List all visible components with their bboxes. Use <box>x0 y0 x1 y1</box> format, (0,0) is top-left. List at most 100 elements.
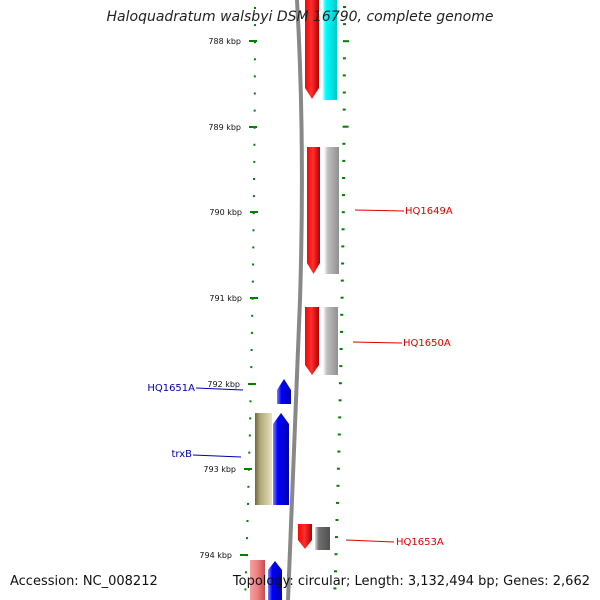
gene-label-trxb[interactable]: trxB <box>171 449 192 460</box>
gene-darkgray-hq1653a[interactable] <box>315 527 330 550</box>
scale-minor-tick <box>254 7 256 9</box>
scale-minor-tick <box>253 178 256 180</box>
outer-ring-tick <box>333 587 337 590</box>
gene-gray-hq1649a[interactable] <box>324 147 339 274</box>
outer-ring-tick <box>334 553 338 556</box>
outer-ring-tick <box>341 245 345 248</box>
scale-minor-tick <box>253 160 256 163</box>
gene-olive-trxb[interactable] <box>255 413 272 505</box>
homolog-bars <box>315 0 339 550</box>
gene-red-hq1649a[interactable] <box>307 147 320 274</box>
outer-ring-tick <box>343 6 346 8</box>
outer-ring-tick <box>335 519 339 521</box>
scale-minor-tick <box>246 537 248 540</box>
gene-blue-bottom[interactable] <box>268 561 282 600</box>
scale-minor-tick <box>250 366 253 369</box>
gene-red-top[interactable] <box>305 0 319 99</box>
gene-gray-hq1650a[interactable] <box>323 307 338 375</box>
scale-minor-tick <box>252 195 255 198</box>
scale-minor-tick <box>253 58 256 61</box>
outer-ring-tick <box>342 177 346 179</box>
scale-label-792: 792 kbp <box>207 380 240 389</box>
gene-red-hq1653a[interactable] <box>298 524 312 549</box>
scale-minor-tick <box>250 349 253 351</box>
scale-minor-tick <box>249 417 252 420</box>
leader-trxb <box>192 454 242 458</box>
gene-blue-trxb[interactable] <box>273 413 289 505</box>
outer-ring-tick <box>341 262 345 265</box>
outer-ring-tick <box>343 40 349 43</box>
outer-ring-tick <box>337 450 341 453</box>
outer-ring-tick <box>340 279 344 282</box>
outer-ring-tick <box>342 57 346 60</box>
scale-minor-tick <box>244 571 247 574</box>
scale-label-793: 793 kbp <box>203 465 236 474</box>
outer-ring-tick <box>342 194 345 197</box>
outer-ring-tick <box>342 74 346 77</box>
gene-blue-hq1651a[interactable] <box>277 379 291 404</box>
outer-ring-tick <box>338 382 342 385</box>
scale-minor-tick <box>253 92 256 95</box>
scale-minor-tick <box>250 331 253 334</box>
outer-ring-tick <box>336 467 340 470</box>
outer-ring-tick <box>342 142 346 145</box>
scale-minor-tick <box>253 109 256 112</box>
scale-minor-tick <box>252 246 255 249</box>
outer-ring-tick <box>334 570 337 573</box>
outer-ring-tick <box>342 125 349 128</box>
gene-label-hq1649a[interactable]: HQ1649A <box>405 206 453 217</box>
gene-labels: HQ1649A HQ1650A HQ1651A trxB HQ1653A <box>147 206 453 548</box>
outer-ring-tick <box>342 159 346 162</box>
outer-ring-tick <box>342 91 346 94</box>
outer-ring-ticks <box>333 6 349 590</box>
scale-minor-tick <box>247 485 250 488</box>
scale-label-790: 790 kbp <box>209 208 242 217</box>
scale-minor-tick <box>251 314 254 317</box>
scale-minor-ticks <box>244 7 256 591</box>
leader-hq1649a <box>354 209 405 212</box>
scale-minor-tick <box>251 280 254 283</box>
scale-minor-tick <box>254 41 256 44</box>
scale-minor-tick <box>253 75 256 78</box>
outer-ring-tick <box>339 365 343 368</box>
scale-minor-tick <box>249 400 252 403</box>
gene-label-hq1651a[interactable]: HQ1651A <box>147 383 195 394</box>
leader-hq1653a <box>345 539 395 543</box>
genome-summary-text: Topology: circular; Length: 3,132,494 bp… <box>232 574 590 589</box>
gene-red-hq1650a[interactable] <box>305 307 319 375</box>
gene-cyan-top[interactable] <box>322 0 337 100</box>
gene-label-hq1653a[interactable]: HQ1653A <box>396 537 444 548</box>
gene-label-hq1650a[interactable]: HQ1650A <box>403 338 451 349</box>
scale-minor-tick <box>253 143 256 146</box>
scale-minor-tick <box>247 502 249 505</box>
forward-strand-genes <box>298 0 320 549</box>
scale-ticks: 788 kbp 789 kbp 790 kbp 791 kbp 792 kbp … <box>199 37 258 560</box>
outer-ring-tick <box>341 211 345 214</box>
outer-ring-tick <box>338 416 342 419</box>
scale-minor-tick <box>246 520 249 522</box>
accession-text: Accession: NC_008212 <box>10 574 158 589</box>
scale-label-794: 794 kbp <box>199 551 232 560</box>
outer-ring-tick <box>336 484 340 487</box>
scale-minor-tick <box>252 212 255 215</box>
reverse-strand-genes <box>250 379 291 600</box>
scale-minor-tick <box>254 24 256 27</box>
outer-ring-tick <box>336 501 339 504</box>
map-title: Haloquadratum walsbyi DSM 16790, complet… <box>106 9 494 25</box>
scale-minor-tick <box>252 229 255 232</box>
leader-hq1650a <box>352 341 403 344</box>
scale-label-791: 791 kbp <box>209 294 242 303</box>
outer-ring-tick <box>338 399 342 402</box>
scale-minor-tick <box>244 588 247 591</box>
outer-ring-tick <box>341 228 345 231</box>
outer-ring-tick <box>342 108 346 111</box>
outer-ring-tick <box>340 313 344 316</box>
label-leaders <box>192 209 405 543</box>
outer-ring-tick <box>335 536 338 539</box>
outer-ring-tick <box>340 296 344 299</box>
genome-backbone <box>286 0 304 600</box>
leader-hq1651a <box>195 387 244 391</box>
gene-pink-bottom[interactable] <box>250 560 265 600</box>
scale-label-788: 788 kbp <box>208 37 241 46</box>
